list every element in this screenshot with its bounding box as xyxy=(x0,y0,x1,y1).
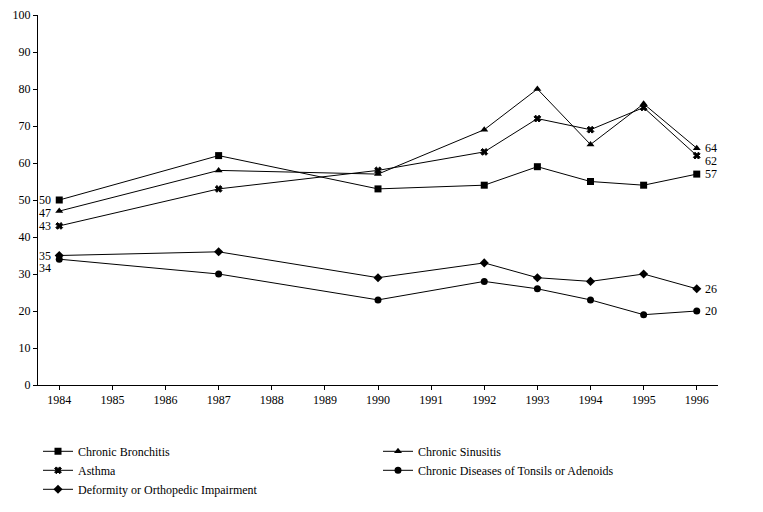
svg-text:1985: 1985 xyxy=(100,393,124,407)
svg-text:1995: 1995 xyxy=(632,393,656,407)
svg-text:10: 10 xyxy=(19,341,31,355)
svg-text:60: 60 xyxy=(19,156,31,170)
svg-text:1993: 1993 xyxy=(525,393,549,407)
svg-text:1989: 1989 xyxy=(313,393,337,407)
svg-text:1992: 1992 xyxy=(472,393,496,407)
svg-text:62: 62 xyxy=(705,154,717,168)
svg-text:80: 80 xyxy=(19,82,31,96)
svg-text:Chronic Bronchitis: Chronic Bronchitis xyxy=(78,445,170,459)
svg-text:100: 100 xyxy=(13,8,31,22)
svg-text:Chronic Sinusitis: Chronic Sinusitis xyxy=(418,445,501,459)
svg-text:34: 34 xyxy=(39,261,51,275)
svg-text:1987: 1987 xyxy=(207,393,231,407)
svg-text:1990: 1990 xyxy=(366,393,390,407)
svg-text:47: 47 xyxy=(39,206,51,220)
svg-text:20: 20 xyxy=(19,304,31,318)
svg-text:1991: 1991 xyxy=(419,393,443,407)
svg-text:50: 50 xyxy=(39,193,51,207)
svg-text:1984: 1984 xyxy=(47,393,71,407)
svg-text:35: 35 xyxy=(39,249,51,263)
svg-text:50: 50 xyxy=(19,193,31,207)
svg-text:64: 64 xyxy=(705,141,717,155)
svg-text:90: 90 xyxy=(19,45,31,59)
svg-text:0: 0 xyxy=(25,378,31,392)
svg-text:57: 57 xyxy=(705,167,717,181)
svg-text:Chronic Diseases of Tonsils or: Chronic Diseases of Tonsils or Adenoids xyxy=(418,464,614,478)
svg-text:70: 70 xyxy=(19,119,31,133)
svg-text:1988: 1988 xyxy=(260,393,284,407)
svg-text:Asthma: Asthma xyxy=(78,464,116,478)
svg-text:1994: 1994 xyxy=(579,393,603,407)
svg-text:43: 43 xyxy=(39,219,51,233)
svg-text:30: 30 xyxy=(19,267,31,281)
svg-text:1986: 1986 xyxy=(154,393,178,407)
svg-text:1996: 1996 xyxy=(685,393,709,407)
svg-text:Deformity or Orthopedic Impair: Deformity or Orthopedic Impairment xyxy=(78,483,258,497)
svg-text:40: 40 xyxy=(19,230,31,244)
svg-text:26: 26 xyxy=(705,282,717,296)
svg-text:20: 20 xyxy=(705,304,717,318)
